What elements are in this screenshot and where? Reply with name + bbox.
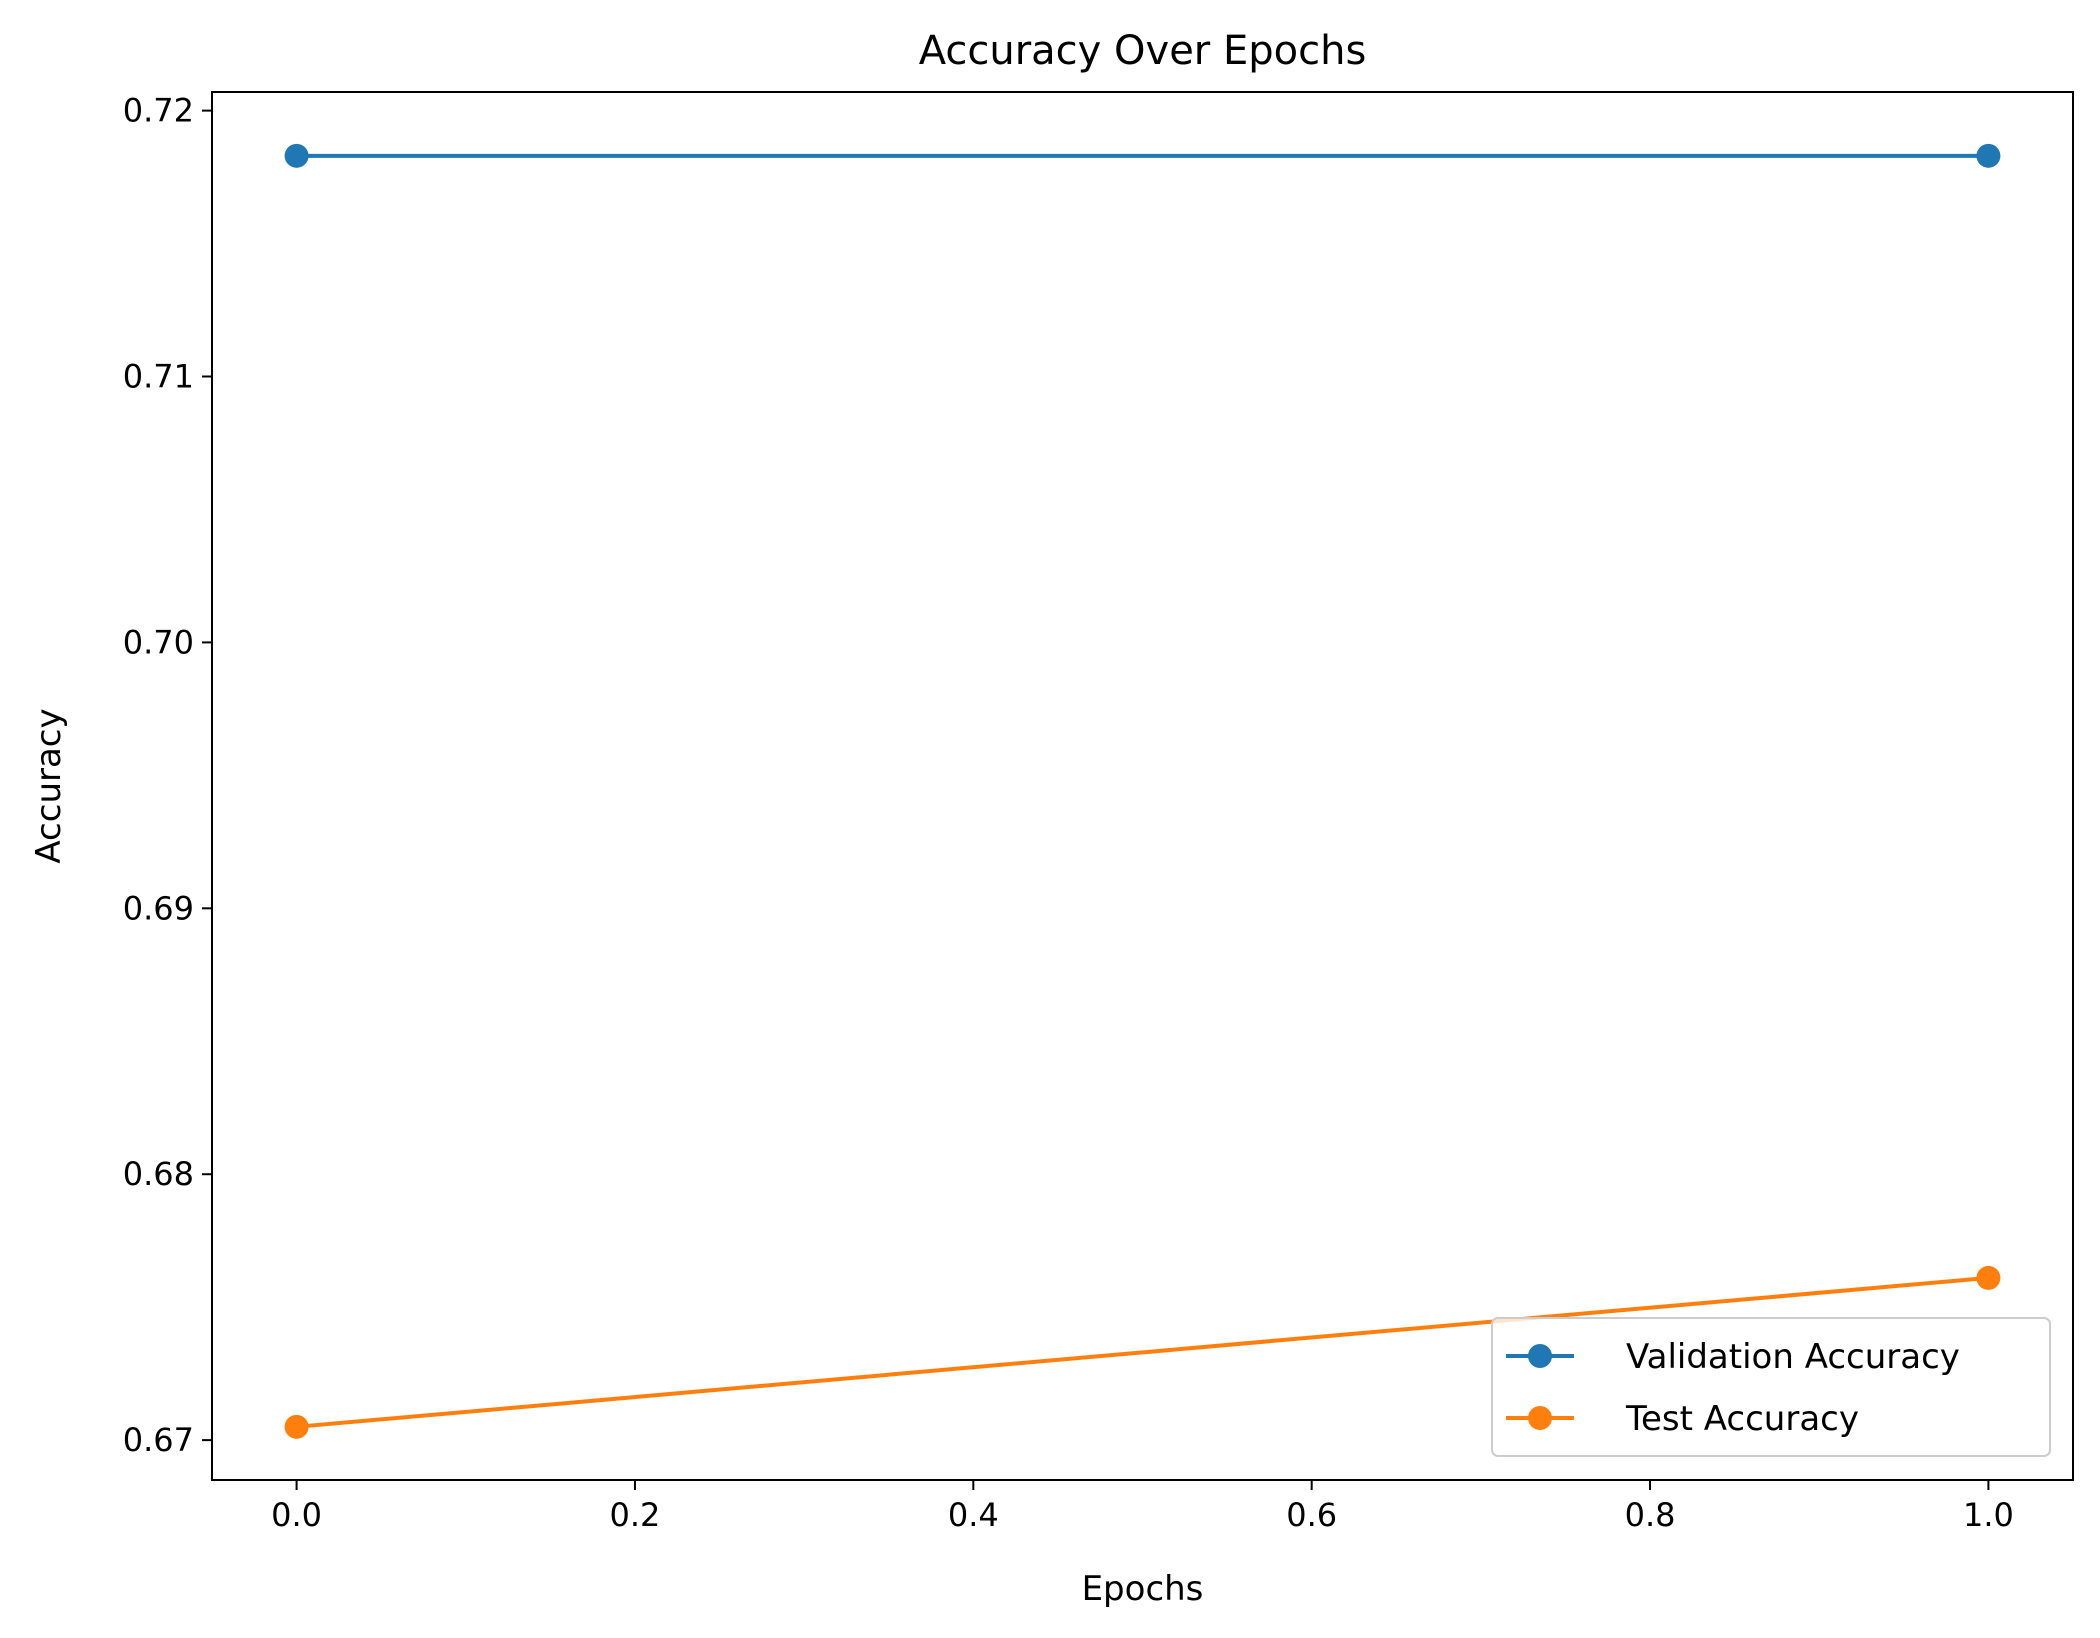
axes-frame: [211, 91, 2074, 1481]
y-axis-label: Accuracy: [29, 708, 69, 863]
y-tick-label: 0.68: [123, 1155, 194, 1193]
y-tick-label: 0.69: [123, 889, 194, 927]
y-tick-label: 0.67: [123, 1421, 194, 1459]
legend-marker: [1528, 1406, 1552, 1430]
legend-item: Test Accuracy: [1506, 1399, 1859, 1439]
y-tick-label: 0.71: [123, 358, 194, 396]
chart-title: Accuracy Over Epochs: [919, 28, 1367, 74]
y-tick-label: 0.70: [123, 623, 194, 661]
x-tick-label: 0.2: [610, 1496, 661, 1534]
plot-area: [284, 143, 2001, 1439]
data-point: [284, 143, 309, 168]
data-point: [284, 1414, 309, 1439]
x-tick-label: 0.6: [1286, 1496, 1337, 1534]
x-tick-label: 0.4: [948, 1496, 999, 1534]
series-1: [284, 1265, 2001, 1439]
y-tick-label: 0.72: [123, 92, 194, 130]
data-point: [1976, 143, 2001, 168]
x-axis-ticks: 0.0 0.2 0.4 0.6 0.8 1.0: [271, 1480, 2014, 1534]
data-point: [1976, 1265, 2001, 1290]
legend-box: [1491, 1317, 2051, 1457]
x-axis-label: Epochs: [1082, 1569, 1204, 1609]
legend-label: Test Accuracy: [1625, 1399, 1859, 1439]
x-tick-label: 1.0: [1963, 1496, 2014, 1534]
x-tick-label: 0.0: [271, 1496, 322, 1534]
x-tick-label: 0.8: [1625, 1496, 1676, 1534]
series-line: [296, 1275, 1989, 1429]
legend: Validation Accuracy Test Accuracy: [1491, 1317, 2051, 1457]
series-0: [284, 143, 2001, 168]
y-axis-ticks: 0.67 0.68 0.69 0.70 0.71 0.72: [123, 92, 212, 1459]
legend-label: Validation Accuracy: [1626, 1337, 1960, 1377]
legend-item: Validation Accuracy: [1506, 1337, 1960, 1377]
legend-marker: [1528, 1344, 1552, 1368]
